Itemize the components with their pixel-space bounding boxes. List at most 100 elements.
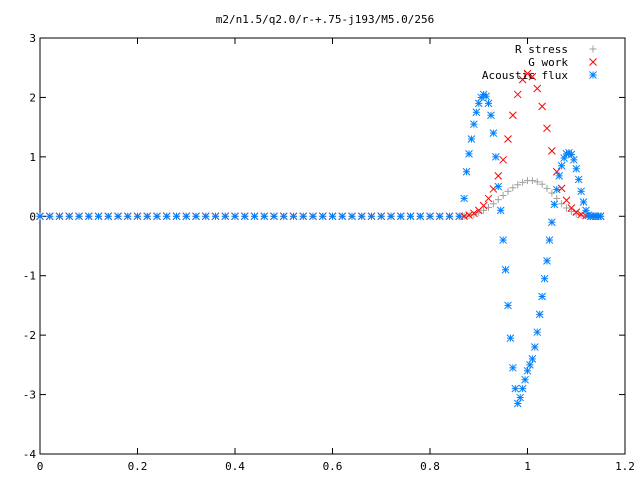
data-point — [530, 343, 539, 351]
legend-label: Acoustic flux — [482, 69, 568, 82]
chart-title: m2/n1.5/q2.0/r-+.75-j193/M5.0/256 — [216, 13, 435, 26]
data-point — [45, 212, 54, 221]
series-layer — [36, 69, 605, 408]
data-point — [523, 69, 532, 78]
data-point — [569, 155, 578, 164]
data-point — [543, 124, 551, 133]
data-point — [462, 167, 471, 176]
legend-entry: Acoustic flux — [482, 69, 597, 82]
data-point — [553, 194, 561, 202]
data-point — [133, 212, 142, 221]
data-point — [533, 178, 541, 186]
data-point — [513, 90, 522, 99]
data-point — [521, 375, 529, 384]
data-point — [65, 212, 74, 221]
data-point — [123, 212, 132, 221]
data-point — [555, 172, 564, 180]
legend-entry: G work — [528, 56, 597, 69]
data-point — [596, 212, 605, 221]
data-point — [435, 212, 444, 221]
data-point — [484, 99, 493, 108]
data-point — [518, 75, 527, 84]
y-tick-label: 0 — [29, 210, 36, 223]
data-point — [240, 212, 249, 221]
y-tick-label: 1 — [29, 151, 36, 164]
legend-marker — [589, 71, 597, 79]
data-point — [509, 363, 517, 372]
data-point — [518, 384, 527, 393]
data-point — [260, 212, 269, 221]
data-point — [496, 206, 505, 215]
legend-label: R stress — [515, 43, 568, 56]
data-point — [406, 212, 415, 221]
data-point — [577, 210, 585, 219]
data-point — [567, 208, 575, 216]
y-tick-label: -1 — [23, 270, 36, 283]
data-point — [484, 194, 493, 203]
data-point — [543, 184, 551, 192]
legend-marker — [589, 45, 597, 53]
data-point — [114, 212, 122, 221]
data-point — [487, 111, 495, 120]
data-point — [548, 189, 556, 197]
data-point — [480, 206, 488, 214]
data-point — [533, 84, 542, 93]
data-point — [479, 201, 488, 210]
y-tick-label: -4 — [23, 448, 37, 461]
data-point — [221, 212, 230, 221]
data-point — [504, 301, 512, 310]
data-point — [504, 135, 512, 143]
data-point — [357, 212, 366, 221]
legend-entry: R stress — [515, 43, 597, 56]
data-point — [426, 212, 434, 221]
data-point — [470, 211, 478, 219]
data-point — [472, 108, 481, 117]
data-point — [499, 155, 507, 164]
x-tick-label: 0.8 — [420, 460, 440, 473]
data-point — [192, 212, 200, 221]
data-point — [562, 196, 571, 205]
data-point — [104, 212, 113, 221]
data-point — [538, 292, 546, 301]
data-point — [465, 150, 473, 158]
data-point — [572, 208, 581, 216]
data-point — [548, 147, 556, 155]
data-point — [579, 198, 588, 206]
data-point — [519, 178, 527, 186]
data-point — [501, 265, 510, 274]
data-point — [55, 212, 64, 221]
data-point — [523, 366, 532, 375]
data-point — [460, 194, 468, 203]
y-tick-label: 2 — [29, 91, 36, 104]
data-point — [84, 212, 93, 221]
y-axis-tick-labels: -4 -3 -2 -1 0 1 2 3 — [23, 32, 37, 461]
data-point — [550, 200, 559, 209]
data-point — [577, 187, 585, 196]
x-tick-label: 1 — [524, 460, 531, 473]
data-point — [489, 129, 498, 137]
data-point — [489, 200, 497, 208]
data-point — [516, 393, 525, 402]
data-point — [396, 212, 405, 221]
data-point — [201, 212, 210, 221]
data-point — [504, 187, 512, 195]
legend-label: G work — [528, 56, 568, 69]
data-point — [474, 99, 483, 108]
data-point — [465, 211, 473, 219]
data-point — [467, 135, 476, 143]
data-point — [338, 212, 347, 221]
data-point — [367, 212, 376, 221]
data-point — [545, 236, 554, 244]
data-point — [574, 175, 583, 184]
data-point — [348, 212, 356, 221]
data-point — [535, 310, 544, 319]
x-tick-label: 0 — [37, 460, 44, 473]
data-point — [552, 185, 561, 194]
data-point — [416, 212, 425, 221]
data-point — [162, 212, 171, 221]
data-point — [470, 209, 478, 218]
data-point — [494, 172, 503, 180]
